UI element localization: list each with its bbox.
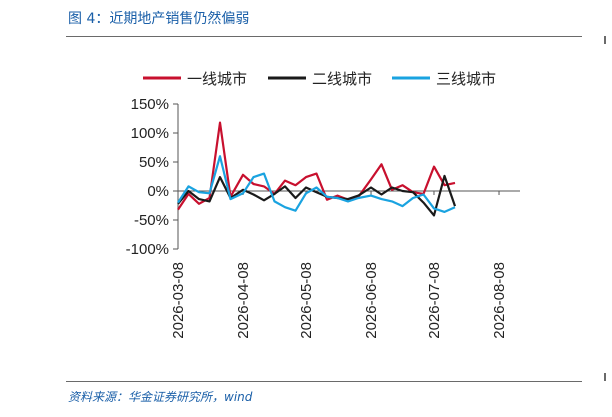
y-tick-label: -100%	[126, 241, 169, 258]
y-tick-label: 100%	[131, 125, 169, 142]
series-group	[177, 121, 457, 217]
axes: 150% 100% 50% 0% -50% -100%2026-03-08 2026-04-…	[126, 96, 520, 339]
y-tick-label: 0%	[147, 183, 169, 200]
line-chart: 一线城市 二线城市 三线城市 150%100%50%0%-50%-100%2026-…	[126, 70, 520, 339]
series-line-2	[177, 174, 457, 217]
series-line-1	[177, 121, 456, 211]
edge-mark-bottom	[604, 373, 606, 381]
legend-label-1: 一线城市	[187, 70, 247, 88]
top-rule	[66, 36, 582, 37]
series-line-3	[177, 155, 456, 213]
y-tick-label: -50%	[134, 212, 169, 229]
x-tick-label: 2026-08-08	[491, 262, 508, 339]
bottom-rule	[66, 381, 582, 382]
x-tick-label: 2026-03-08	[170, 262, 187, 339]
legend: 一线城市 二线城市 三线城市	[143, 70, 496, 88]
x-tick-label: 2026-06-08	[363, 262, 380, 339]
source-note: 资料来源：华金证券研究所，wind	[68, 390, 253, 404]
legend-label-3: 三线城市	[436, 70, 496, 88]
x-tick-label: 2026-07-08	[426, 262, 443, 339]
y-tick-label: 50%	[139, 154, 169, 171]
x-tick-label: 2026-04-08	[235, 262, 252, 339]
figure-caption: 图 4：近期地产销售仍然偏弱	[68, 11, 250, 27]
edge-mark-top	[604, 36, 606, 44]
legend-label-2: 二线城市	[312, 70, 372, 88]
y-tick-label: 150%	[131, 96, 169, 113]
x-tick-label: 2026-05-08	[298, 262, 315, 339]
